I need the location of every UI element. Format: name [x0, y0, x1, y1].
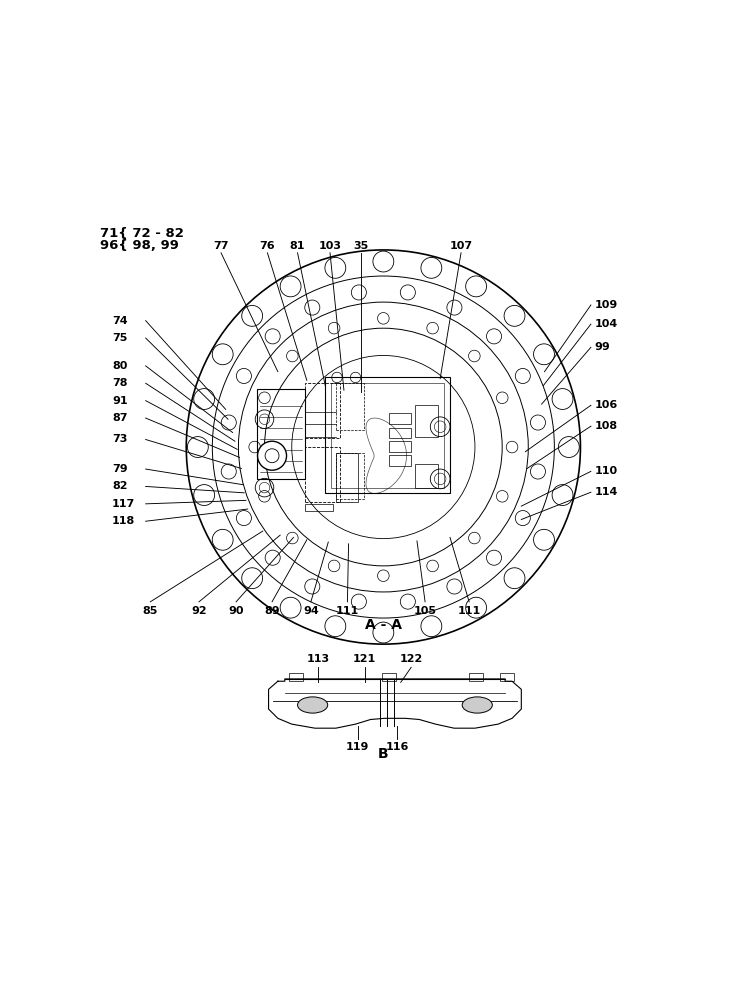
Text: 116: 116: [385, 742, 409, 752]
Text: 118: 118: [112, 516, 135, 526]
Bar: [415, 464, 438, 488]
Text: 75: 75: [112, 333, 127, 343]
Text: 96{ 98, 99: 96{ 98, 99: [100, 239, 180, 252]
Text: 114: 114: [595, 487, 618, 497]
Circle shape: [257, 441, 286, 470]
Text: A - A: A - A: [365, 618, 402, 632]
Text: 79: 79: [112, 464, 128, 474]
Bar: [389, 455, 411, 466]
Bar: [325, 377, 450, 493]
Text: 87: 87: [112, 413, 128, 423]
Text: 111: 111: [458, 606, 481, 616]
Text: 78: 78: [112, 378, 128, 388]
Text: B: B: [378, 747, 389, 761]
Bar: [336, 383, 364, 430]
Text: 92: 92: [191, 606, 206, 616]
Bar: [415, 405, 438, 437]
Bar: [331, 383, 444, 488]
Text: 74: 74: [112, 316, 128, 326]
Text: 122: 122: [399, 654, 423, 664]
Bar: [336, 453, 364, 499]
Text: 111: 111: [336, 606, 359, 616]
Text: 104: 104: [595, 319, 618, 329]
Bar: [305, 504, 333, 511]
Text: 106: 106: [595, 400, 618, 410]
Text: 35: 35: [354, 241, 369, 251]
Text: 73: 73: [112, 434, 127, 444]
Text: 90: 90: [228, 606, 244, 616]
Bar: [389, 441, 411, 452]
Text: 81: 81: [289, 241, 305, 251]
Bar: [289, 673, 304, 681]
Ellipse shape: [462, 697, 492, 713]
Text: 105: 105: [414, 606, 437, 616]
Text: 107: 107: [450, 241, 473, 251]
Text: 77: 77: [213, 241, 229, 251]
Ellipse shape: [298, 697, 328, 713]
Bar: [469, 673, 483, 681]
Text: 108: 108: [595, 421, 618, 431]
Bar: [336, 453, 358, 502]
Text: 85: 85: [143, 606, 158, 616]
Text: 110: 110: [595, 466, 618, 476]
Text: 94: 94: [303, 606, 319, 616]
Text: 80: 80: [112, 361, 127, 371]
Bar: [305, 383, 340, 438]
Text: 117: 117: [112, 499, 135, 509]
Bar: [389, 413, 411, 424]
Text: 119: 119: [346, 742, 370, 752]
Polygon shape: [269, 679, 521, 728]
Text: 71{ 72 - 82: 71{ 72 - 82: [100, 227, 184, 240]
Text: 103: 103: [319, 241, 342, 251]
Bar: [389, 428, 411, 438]
Bar: [500, 673, 515, 681]
Text: 91: 91: [112, 396, 128, 406]
Text: 82: 82: [112, 481, 128, 491]
Text: 99: 99: [595, 342, 610, 352]
Bar: [257, 389, 304, 479]
Text: 109: 109: [595, 300, 618, 310]
Text: 89: 89: [264, 606, 280, 616]
Bar: [305, 447, 340, 502]
Text: 76: 76: [260, 241, 275, 251]
Bar: [382, 673, 396, 681]
Text: 121: 121: [353, 654, 376, 664]
Text: 113: 113: [307, 654, 330, 664]
